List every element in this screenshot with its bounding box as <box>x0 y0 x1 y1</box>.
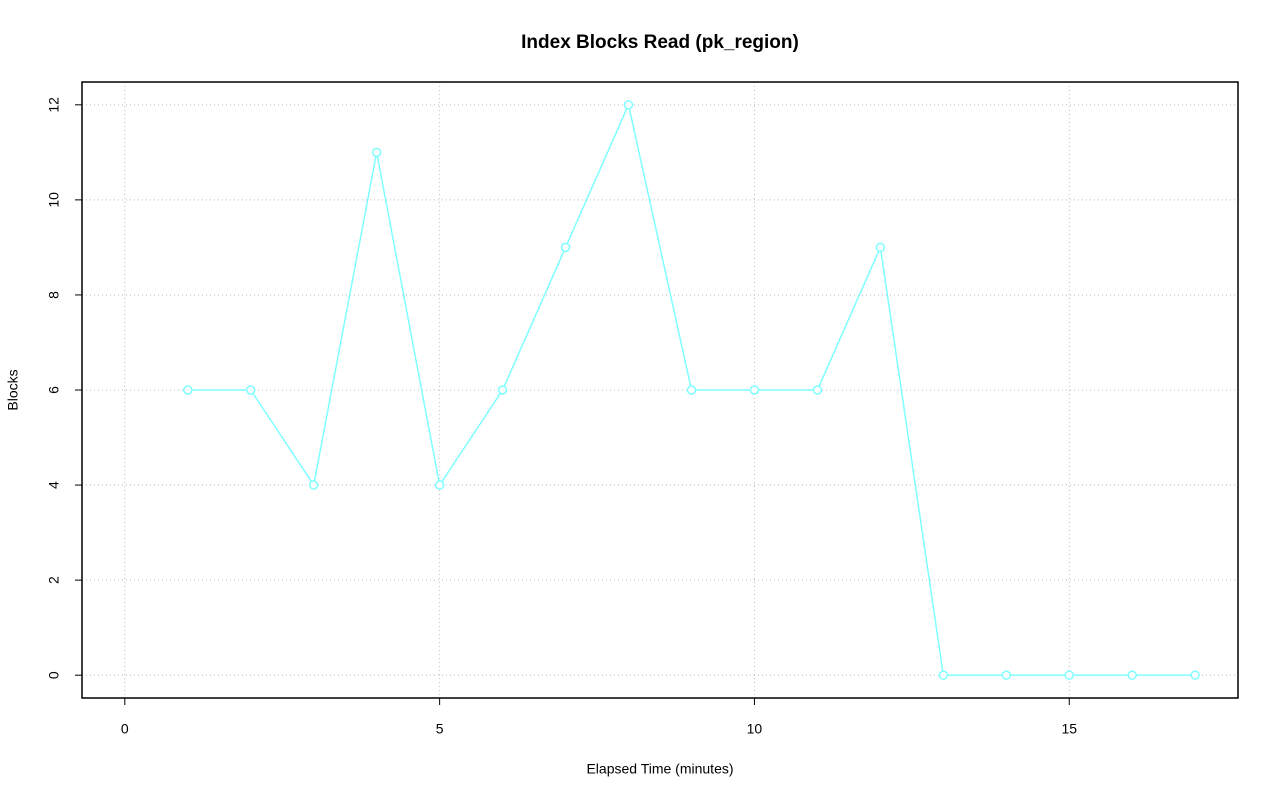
point <box>686 385 697 395</box>
point <box>308 480 319 490</box>
x-tick-label: 15 <box>1061 721 1077 737</box>
y-tick-label: 10 <box>46 192 62 208</box>
x-tick-label: 10 <box>747 721 763 737</box>
y-tick-label: 6 <box>46 386 62 394</box>
plot-frame <box>81 81 1239 699</box>
x-axis-label: Elapsed Time (minutes) <box>586 761 733 777</box>
chart-title: Index Blocks Read (pk_region) <box>521 32 799 53</box>
point <box>1127 670 1137 680</box>
y-tick-label: 8 <box>46 291 62 299</box>
point <box>497 385 508 395</box>
point <box>1064 670 1075 680</box>
point <box>623 100 634 110</box>
point <box>749 385 760 395</box>
point <box>183 385 193 395</box>
point <box>1190 670 1200 680</box>
point <box>938 670 949 680</box>
point <box>434 480 445 490</box>
y-tick-label: 12 <box>46 97 62 113</box>
point <box>875 242 886 253</box>
point <box>812 385 823 395</box>
y-tick-label: 4 <box>46 481 62 489</box>
y-axis-label: Blocks <box>5 369 21 410</box>
y-tick-label: 2 <box>46 576 62 584</box>
x-tick-label: 5 <box>436 721 444 737</box>
x-tick-label: 0 <box>121 721 129 737</box>
point <box>371 147 382 158</box>
y-tick-label: 0 <box>46 671 62 679</box>
point <box>560 242 571 253</box>
point <box>1001 670 1012 680</box>
point <box>245 385 256 395</box>
